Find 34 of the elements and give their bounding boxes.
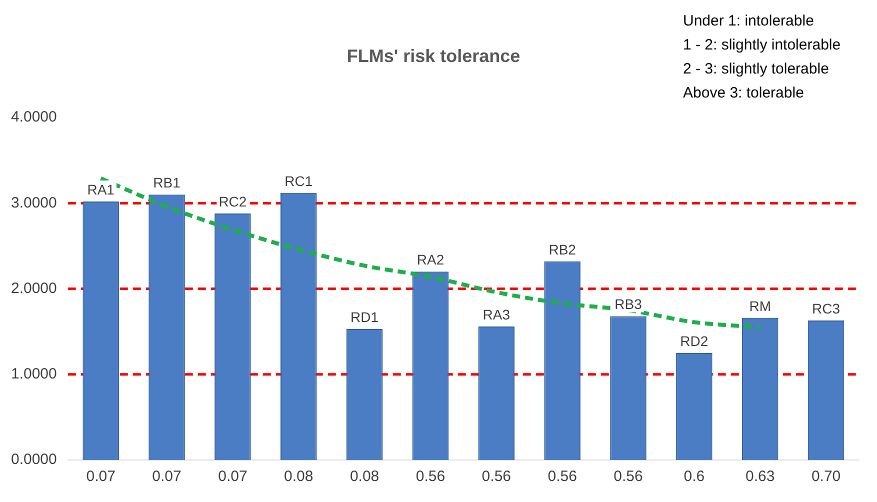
data-label: RB1	[153, 174, 181, 190]
x-tick-label: 0.56	[614, 468, 643, 486]
data-label: RD2	[680, 332, 708, 349]
y-tick-label: 1.0000	[10, 366, 57, 383]
x-tick-label: 0.08	[284, 468, 314, 486]
y-tick-label: 3.0000	[10, 194, 57, 212]
y-tick-label: 4.0000	[10, 108, 57, 126]
data-label: RC1	[284, 172, 313, 189]
data-label: RA1	[87, 181, 115, 198]
data-label: RC3	[812, 300, 840, 316]
x-tick-label: 0.56	[548, 468, 577, 486]
data-label: RA3	[482, 306, 510, 322]
text: 1 - 2: slightly intolerable	[683, 36, 841, 54]
x-tick-label: 0.56	[416, 468, 446, 486]
x-tick-label: 0.08	[350, 468, 380, 486]
x-tick-label: 0.6	[684, 468, 705, 486]
data-label: RA2	[416, 252, 444, 268]
chart-title: FLMs' risk tolerance	[346, 46, 520, 66]
text: 2 - 3: slightly tolerable	[683, 60, 829, 78]
x-tick-label: 0.07	[152, 468, 182, 486]
x-tick-label: 0.56	[482, 468, 512, 486]
y-tick-label: 0.0000	[10, 451, 57, 468]
data-label: RM	[749, 298, 771, 314]
data-label: RD1	[350, 308, 379, 325]
text: Above 3: tolerable	[683, 84, 804, 102]
x-tick-label: 0.07	[86, 468, 116, 486]
y-tick-label: 2.0000	[10, 280, 57, 297]
x-tick-label: 0.63	[746, 468, 775, 486]
data-label: RB3	[614, 296, 642, 312]
x-tick-label: 0.07	[218, 468, 248, 486]
x-tick-label: 0.70	[811, 468, 841, 486]
text: Under 1: intolerable	[683, 12, 814, 30]
data-label: RC2	[218, 193, 247, 210]
data-label: RB2	[548, 241, 576, 258]
